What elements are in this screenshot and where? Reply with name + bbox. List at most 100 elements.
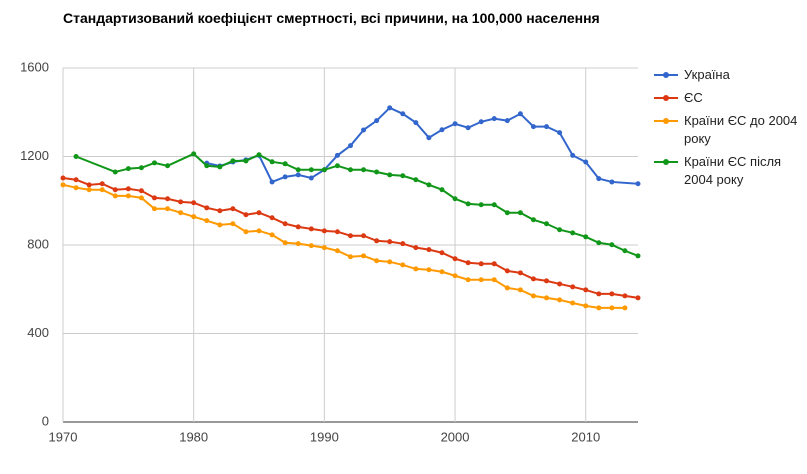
data-point xyxy=(151,160,157,166)
data-point xyxy=(452,273,458,279)
data-point xyxy=(191,151,197,157)
data-point xyxy=(478,277,484,283)
data-point xyxy=(269,159,275,165)
x-tick-label: 1990 xyxy=(310,429,339,444)
data-point xyxy=(635,295,641,301)
data-point xyxy=(465,125,471,131)
data-point xyxy=(230,221,236,227)
data-point xyxy=(517,210,523,216)
data-point xyxy=(596,176,602,182)
data-point xyxy=(178,199,184,205)
data-point xyxy=(517,270,523,276)
legend-item: Країни ЄС після 2004 року xyxy=(652,153,802,189)
data-point xyxy=(544,124,550,130)
data-point xyxy=(295,167,301,173)
data-point xyxy=(570,152,576,158)
data-point xyxy=(635,181,641,187)
legend-swatch xyxy=(654,95,678,101)
data-point xyxy=(557,227,563,233)
data-point xyxy=(334,248,340,254)
data-point xyxy=(204,218,210,224)
data-point xyxy=(491,202,497,208)
data-point xyxy=(413,266,419,272)
data-point xyxy=(243,229,249,235)
legend-label: Країни ЄС після 2004 року xyxy=(684,154,782,187)
legend-swatch xyxy=(654,118,678,124)
data-point xyxy=(361,253,367,259)
data-point xyxy=(609,305,615,311)
data-point xyxy=(191,214,197,220)
data-point xyxy=(178,210,184,216)
data-point xyxy=(151,195,157,201)
legend-swatch xyxy=(654,72,678,78)
data-point xyxy=(374,118,380,124)
data-point xyxy=(99,181,105,187)
data-point xyxy=(348,167,353,173)
data-point xyxy=(334,163,340,169)
data-point xyxy=(112,187,118,193)
data-point xyxy=(282,240,288,246)
data-point xyxy=(439,127,445,133)
data-point xyxy=(426,135,432,141)
data-point xyxy=(86,187,92,193)
data-point xyxy=(112,193,118,199)
legend-dot xyxy=(663,72,669,78)
data-point xyxy=(165,163,171,169)
x-tick-label: 2010 xyxy=(571,429,600,444)
data-point xyxy=(138,195,144,201)
data-point xyxy=(622,293,628,299)
data-point xyxy=(491,277,497,283)
data-point xyxy=(400,241,406,247)
data-point xyxy=(504,285,510,291)
data-point xyxy=(295,224,301,230)
data-point xyxy=(282,221,288,227)
data-point xyxy=(374,238,380,244)
data-point xyxy=(269,215,275,221)
data-point xyxy=(413,245,419,251)
data-point xyxy=(295,241,301,247)
legend-dot xyxy=(663,159,669,165)
data-point xyxy=(269,232,275,238)
data-point xyxy=(387,239,393,245)
data-point xyxy=(138,188,144,194)
data-point xyxy=(596,240,602,246)
data-point xyxy=(400,173,406,179)
data-point xyxy=(465,201,471,207)
data-point xyxy=(73,177,79,183)
y-tick-label: 800 xyxy=(27,236,49,251)
data-point xyxy=(73,185,79,191)
data-point xyxy=(583,159,589,165)
data-point xyxy=(217,208,223,214)
data-point xyxy=(387,105,393,111)
data-point xyxy=(570,230,576,236)
data-point xyxy=(308,226,314,232)
data-point xyxy=(125,166,131,172)
data-point xyxy=(478,119,484,125)
data-point xyxy=(478,202,484,208)
data-point xyxy=(138,165,144,171)
data-point xyxy=(348,143,353,149)
data-point xyxy=(439,187,445,193)
chart-title: Стандартизований коефіцієнт смертності, … xyxy=(63,10,600,26)
data-point xyxy=(387,259,393,265)
y-tick-label: 1200 xyxy=(20,148,49,163)
data-point xyxy=(256,152,262,158)
x-tick-label: 2000 xyxy=(441,429,470,444)
data-point xyxy=(308,175,314,181)
data-point xyxy=(243,212,249,218)
legend-label: Країни ЄС до 2004 року xyxy=(684,113,798,146)
data-point xyxy=(217,222,223,228)
data-point xyxy=(334,229,340,235)
data-point xyxy=(165,196,171,202)
data-point xyxy=(452,121,458,127)
data-point xyxy=(282,161,288,167)
y-tick-label: 400 xyxy=(27,325,49,340)
data-point xyxy=(504,210,510,216)
data-point xyxy=(125,186,131,192)
legend-item: ЄС xyxy=(652,89,802,107)
data-point xyxy=(491,261,497,267)
data-point xyxy=(609,291,615,297)
data-point xyxy=(622,248,628,254)
legend-label: Україна xyxy=(684,67,730,82)
data-point xyxy=(256,210,262,216)
